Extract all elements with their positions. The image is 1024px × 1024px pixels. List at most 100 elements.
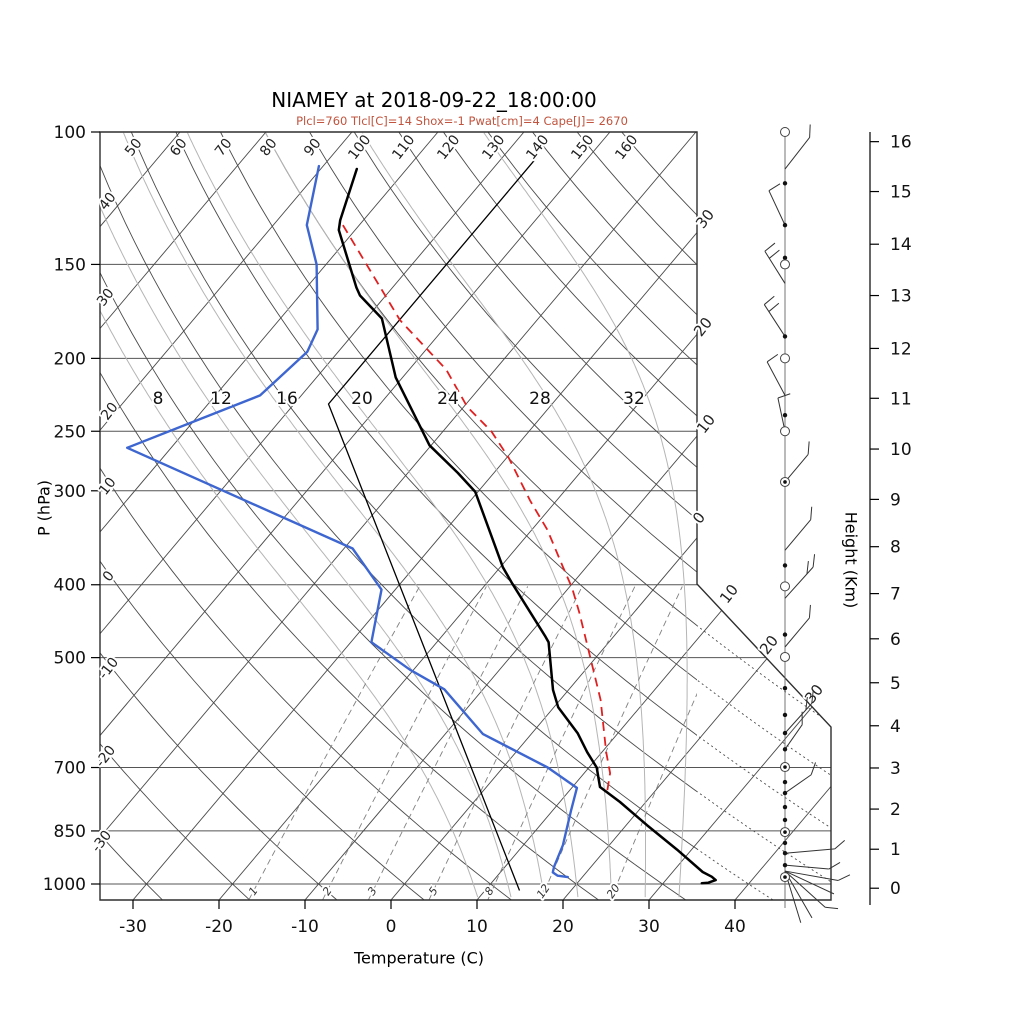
moist-adiabat-32: [483, 132, 688, 898]
height-tick-label-14: 14: [890, 235, 912, 255]
height-tick-label-15: 15: [890, 183, 912, 203]
moist-adiabat-label: 32: [623, 389, 645, 409]
wind-station-dot: [782, 747, 788, 752]
wind-barb-tick: [805, 696, 808, 710]
moist-adiabat-label: 16: [276, 389, 298, 409]
wind-station-dot: [782, 840, 788, 846]
height-tick-label-10: 10: [890, 440, 912, 460]
dry-adiabat-label-top: 140: [523, 132, 552, 163]
height-tick-label-4: 4: [890, 717, 901, 737]
wind-station-dot: [782, 685, 788, 691]
wind-barb-tick: [808, 604, 811, 618]
parcel-curve: [342, 224, 611, 795]
dry-adiabats: [100, 132, 697, 900]
wind-station-dot: [782, 222, 788, 228]
dry-adiabats-flap: [0, 132, 831, 900]
dry-adiabat-20: [100, 132, 599, 900]
wind-staff: [784, 864, 829, 870]
dry-adiabat-150: [576, 132, 697, 900]
dry-adiabat-label-left: -30: [89, 828, 116, 856]
isotherm-label: 20: [690, 314, 716, 340]
wind-staff: [784, 703, 813, 734]
wind-station-circle: [780, 127, 790, 137]
wind-station-dot: [782, 862, 788, 868]
wind-station-dot: [782, 712, 788, 718]
dry-adiabat-flap-160: [697, 584, 831, 900]
temp-tick-label-30: 30: [638, 917, 660, 937]
wind-station-dot: [783, 875, 787, 879]
mixing-ratio-label: 12: [534, 882, 553, 901]
dry-adiabat-70: [220, 132, 697, 900]
wind-station-circle: [780, 353, 790, 364]
pressure-tick-label-150: 150: [54, 255, 86, 275]
dry-adiabat-label-top: 160: [612, 132, 641, 163]
pressure-tick-label-850: 850: [54, 822, 86, 842]
dry-adiabat-label-top: 70: [212, 136, 236, 160]
mixing-ratio-label: 20: [604, 882, 623, 901]
wind-staff: [784, 566, 814, 599]
temp-tick-label-0: 0: [386, 917, 397, 937]
wind-station-dot: [782, 632, 788, 637]
moist-adiabat-label: 28: [529, 389, 551, 409]
wind-barb-tick: [764, 242, 776, 252]
wind-station-dot: [782, 181, 788, 186]
dry-adiabat-flap-60: [697, 584, 831, 900]
moist-adiabat-8: [100, 132, 479, 898]
mixing-ratio-label: 3: [365, 885, 380, 898]
wind-station-circle: [780, 259, 790, 270]
dry-adiabat-label-left: 30: [94, 286, 118, 310]
moist-adiabat-24: [265, 132, 612, 898]
wind-barb-tick: [810, 762, 817, 775]
dry-adiabat-flap-0: [0, 132, 424, 900]
wind-barb-tick: [777, 393, 791, 399]
dry-adiabat-140: [532, 132, 697, 900]
wind-staff: [784, 724, 803, 750]
height-tick-label-16: 16: [890, 133, 912, 153]
wind-station-dot: [782, 334, 788, 339]
pressure-tick-label-200: 200: [54, 349, 86, 369]
height-tick-label-1: 1: [890, 840, 901, 860]
wind-station-dot: [782, 563, 788, 568]
dry-adiabat--10: [100, 132, 338, 900]
isotherm-label: 30: [692, 206, 718, 232]
dry-adiabat-flap-110: [697, 584, 831, 900]
wind-barb-tick: [812, 554, 816, 568]
wind-staff: [784, 617, 810, 648]
moist-adiabat-label: 12: [210, 389, 232, 409]
wind-station-dot: [782, 412, 788, 418]
plot-outline: [99, 131, 832, 901]
height-tick-label-11: 11: [890, 389, 912, 409]
moist-adiabat-16: [123, 132, 545, 898]
mixing-ratio-1: [248, 586, 420, 900]
height-tick-label-8: 8: [890, 538, 901, 558]
wind-station-dot: [783, 765, 787, 769]
sounding-curves: [125, 156, 717, 891]
wind-station-dot: [782, 255, 788, 261]
isotherm-40: [734, 132, 831, 900]
moist-adiabat-label: 8: [153, 389, 164, 409]
page-title: NIAMEY at 2018-09-22_18:00:00: [271, 88, 597, 112]
dry-adiabat--30: [100, 132, 163, 900]
wind-barb-tick: [828, 861, 841, 870]
wind-staff: [784, 519, 812, 551]
wind-barb-tick: [768, 183, 781, 192]
moist-adiabat-label: 20: [351, 389, 373, 409]
temperature-curve: [337, 167, 717, 885]
mixing-ratio-label: 1: [246, 885, 261, 898]
dry-adiabat-flap-50: [697, 584, 831, 900]
temp-tick-label--20: -20: [205, 917, 233, 937]
std-atmosphere-curve: [327, 156, 538, 891]
pressure-tick-label-1000: 1000: [43, 875, 86, 895]
wind-staff: [763, 304, 786, 337]
height-tick-label-12: 12: [890, 339, 912, 359]
isotherm-label: 0: [689, 509, 709, 528]
wind-station-dot: [782, 790, 788, 796]
dry-adiabat-flap-150: [697, 584, 831, 900]
mixing-ratio-12: [540, 586, 683, 900]
wind-barb-tick: [811, 690, 814, 704]
pressure-tick-label-250: 250: [54, 422, 86, 442]
isotherm--10: [304, 132, 831, 900]
dry-adiabat-0: [100, 132, 425, 900]
